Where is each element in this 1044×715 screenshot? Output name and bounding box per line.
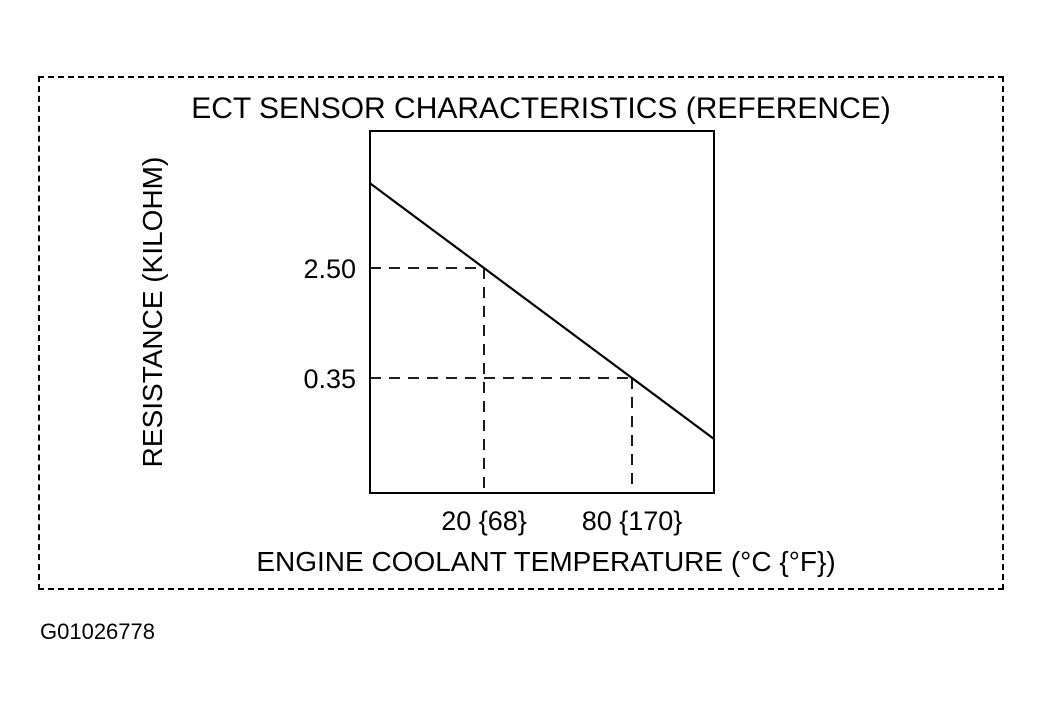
series-line: [369, 182, 715, 440]
chart-title: ECT SENSOR CHARACTERISTICS (REFERENCE): [191, 92, 891, 125]
reference-lines: [370, 267, 633, 493]
plot-area: [369, 130, 715, 494]
x-axis-label: ENGINE COOLANT TEMPERATURE (°C {°F}): [256, 546, 835, 577]
series-layer: [369, 182, 715, 440]
figure-frame: [38, 76, 1004, 590]
y-tick-label: 2.50: [303, 254, 356, 284]
x-tick-label: 80 {170}: [582, 506, 683, 536]
y-tick-labels: 2.50 0.35: [303, 254, 356, 394]
y-axis-label: RESISTANCE (KILOHM): [137, 157, 168, 468]
x-tick-label: 20 {68}: [441, 506, 527, 536]
figure-id: G01026778: [40, 619, 155, 644]
y-tick-label: 0.35: [303, 364, 356, 394]
x-tick-labels: 20 {68} 80 {170}: [441, 506, 682, 536]
